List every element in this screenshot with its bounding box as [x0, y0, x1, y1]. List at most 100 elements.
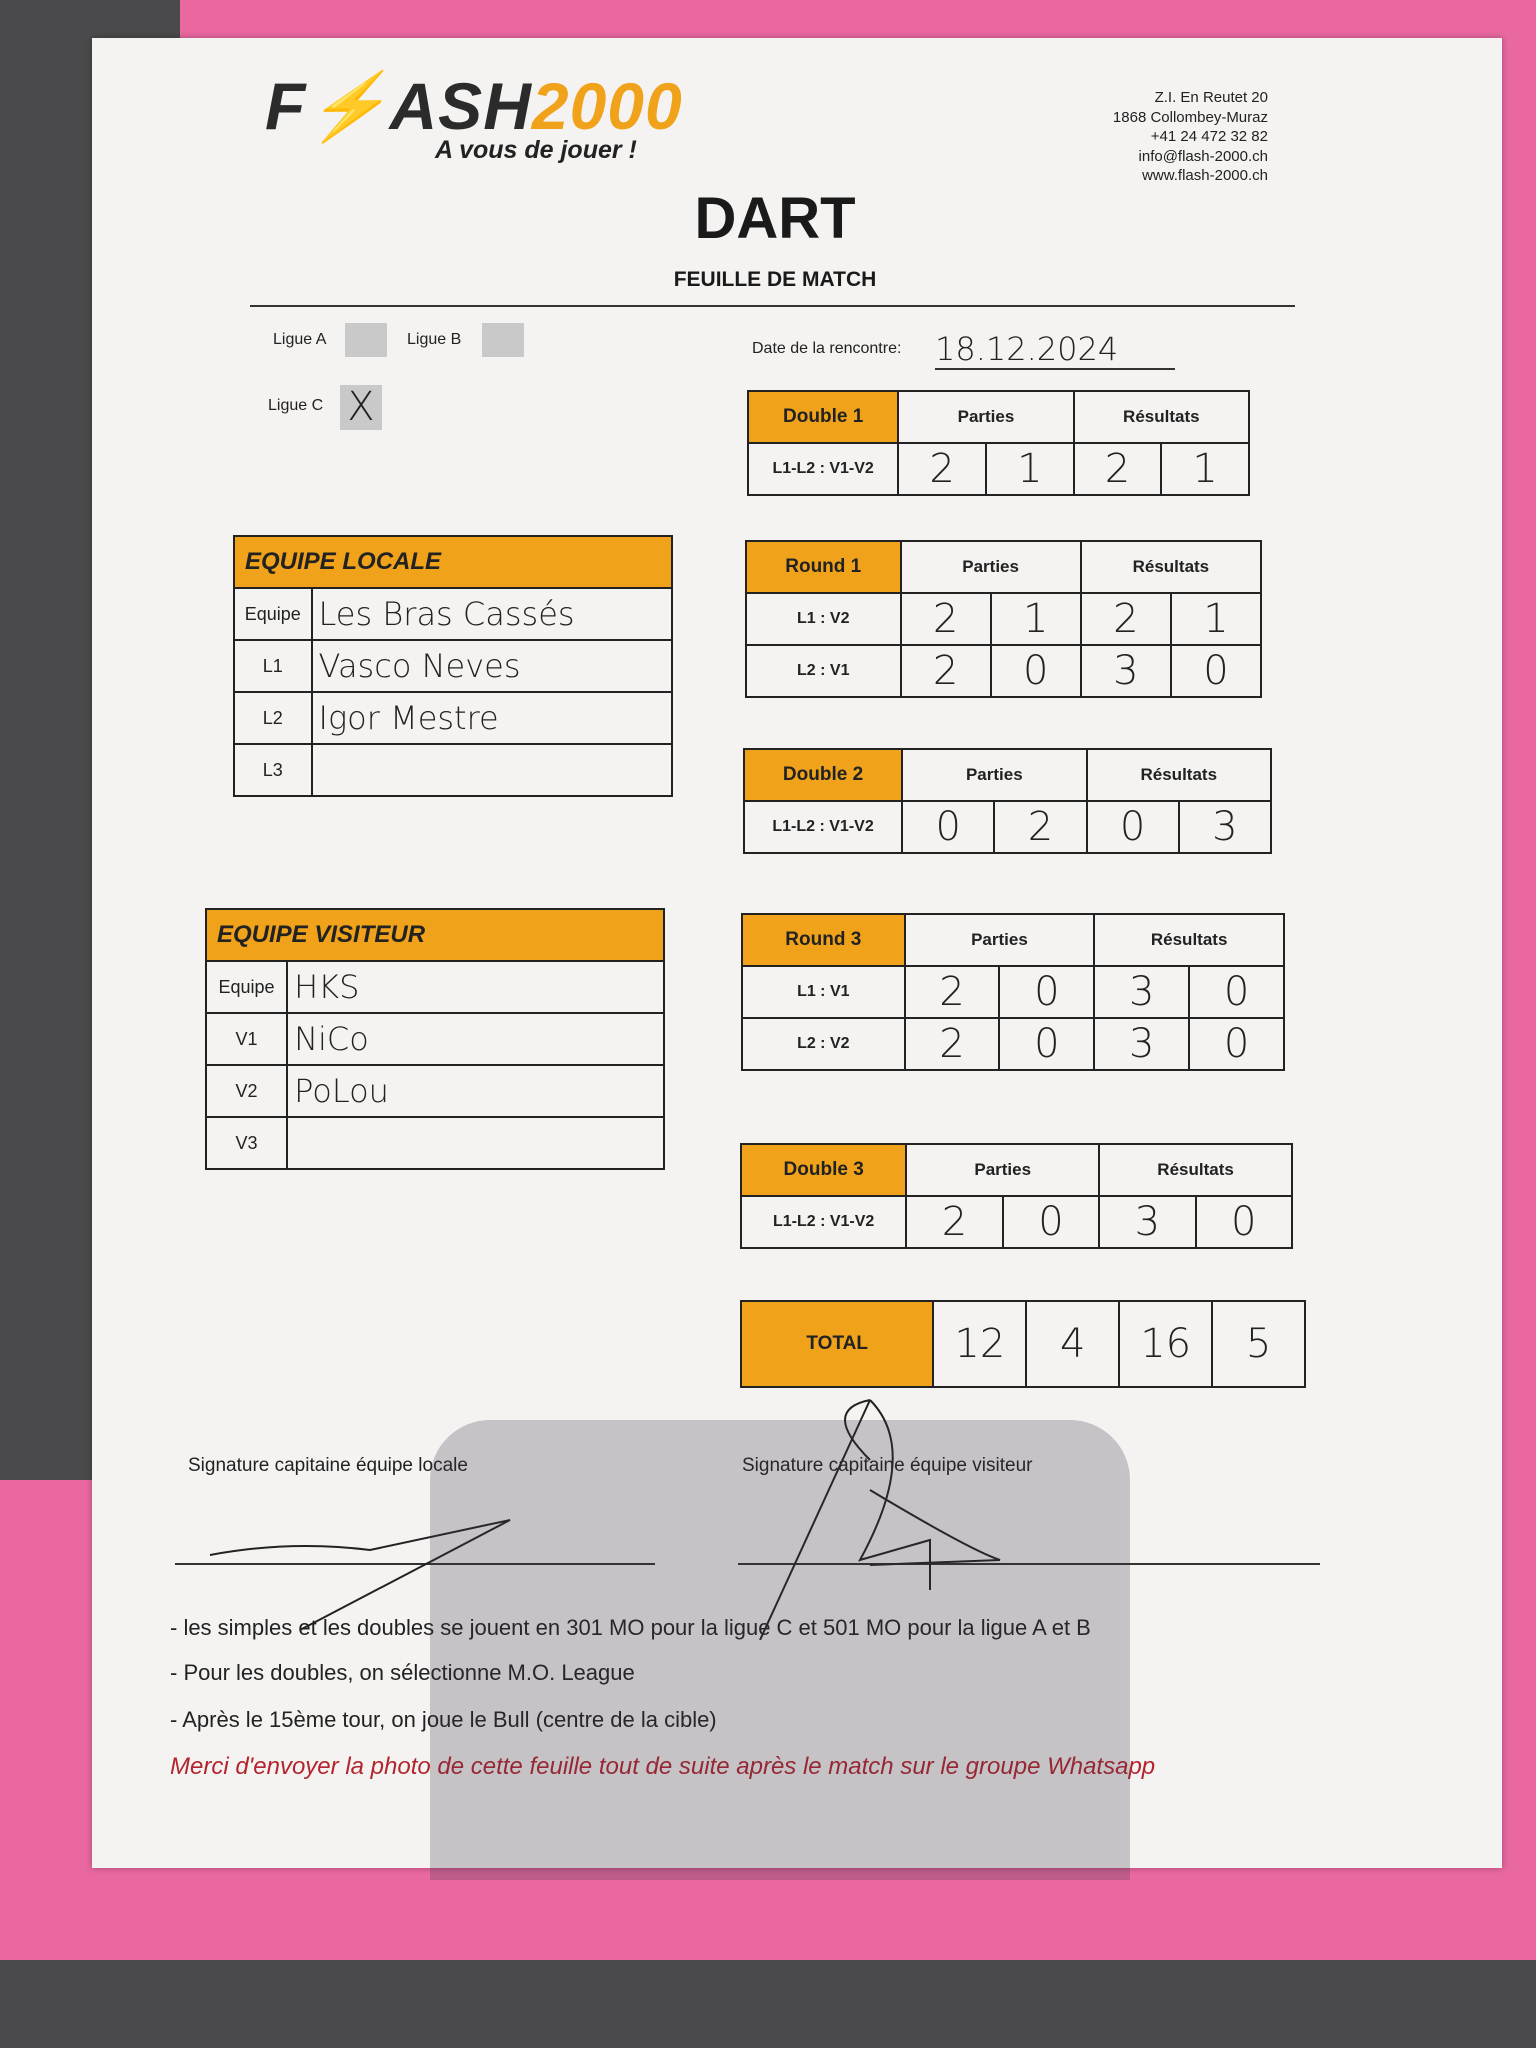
local-team-title: EQUIPE LOCALE	[233, 535, 673, 589]
player-l2[interactable]: Igor Mestre	[310, 691, 674, 745]
match-row: L1-L2 : V1-V2 2 0 3 0	[739, 1195, 1294, 1249]
phone: +41 24 472 32 82	[1150, 128, 1268, 145]
results-visitor[interactable]: 0	[1188, 965, 1285, 1019]
parties-header: Parties	[901, 748, 1088, 802]
total-results-local: 16	[1118, 1300, 1214, 1388]
results-local[interactable]: 3	[1079, 644, 1172, 698]
row-label: V2	[204, 1064, 289, 1118]
parties-visitor[interactable]: 1	[984, 442, 1075, 496]
match-row: L2 : V2 2 0 3 0	[741, 1017, 1285, 1071]
local-signature	[209, 1519, 511, 1631]
visitor-signature-label: Signature capitaine équipe visiteur	[742, 1455, 1033, 1476]
parties-visitor[interactable]: 0	[998, 965, 1096, 1019]
match-row: L1 : V2 2 1 2 1	[745, 592, 1263, 646]
parties-visitor[interactable]: 0	[998, 1017, 1096, 1071]
results-visitor[interactable]: 0	[1188, 1017, 1285, 1071]
tagline: A vous de jouer !	[435, 136, 637, 164]
visitor-team-title: EQUIPE VISITEUR	[205, 908, 665, 962]
match-table-double-1: Double 1 Parties Résultats L1-L2 : V1-V2 …	[746, 390, 1251, 496]
results-local[interactable]: 3	[1093, 965, 1191, 1019]
parties-visitor[interactable]: 1	[989, 592, 1082, 646]
divider	[250, 305, 1295, 307]
match-row: L1-L2 : V1-V2 2 1 2 1	[746, 442, 1250, 496]
row-label: Equipe	[233, 587, 313, 641]
resultats-header: Résultats	[1079, 540, 1263, 594]
results-visitor[interactable]: 1	[1169, 592, 1263, 646]
resultats-header: Résultats	[1072, 390, 1251, 444]
parties-header: Parties	[897, 390, 1075, 444]
match-title: Round 1	[745, 540, 902, 594]
pairing-label: L2 : V2	[741, 1017, 906, 1071]
page-title: DART	[694, 186, 856, 251]
results-local[interactable]: 2	[1079, 592, 1172, 646]
ligue-c-label: Ligue C	[268, 397, 324, 414]
footer-note: Merci d'envoyer la photo de cette feuill…	[170, 1753, 1156, 1780]
page-subtitle: FEUILLE DE MATCH	[673, 268, 877, 291]
parties-local[interactable]: 2	[903, 1017, 1001, 1071]
match-row: L2 : V1 2 0 3 0	[745, 644, 1263, 698]
team-name[interactable]: HKS	[286, 960, 665, 1014]
note-line: - Pour les doubles, on sélectionne M.O. …	[170, 1660, 635, 1685]
results-visitor[interactable]: 1	[1160, 442, 1250, 496]
results-local[interactable]: 0	[1085, 800, 1180, 854]
parties-visitor[interactable]: 2	[993, 800, 1088, 854]
parties-header: Parties	[903, 913, 1096, 967]
pairing-label: L1-L2 : V1-V2	[739, 1195, 908, 1249]
row-label: L1	[233, 639, 313, 693]
parties-local[interactable]: 2	[897, 442, 987, 496]
date-value[interactable]: 18.12.2024	[935, 330, 1175, 370]
parties-local[interactable]: 2	[903, 965, 1001, 1019]
player-v1[interactable]: NiCo	[286, 1012, 665, 1066]
match-title: Double 1	[746, 390, 900, 444]
row-label: Equipe	[204, 960, 289, 1014]
results-local[interactable]: 3	[1098, 1195, 1197, 1249]
signatures-drawing	[209, 1399, 1001, 1640]
website: www.flash-2000.ch	[1142, 167, 1268, 184]
parties-visitor[interactable]: 0	[1001, 1195, 1101, 1249]
results-local[interactable]: 3	[1093, 1017, 1191, 1071]
row-label: V1	[204, 1012, 289, 1066]
resultats-header: Résultats	[1085, 748, 1273, 802]
pairing-label: L2 : V1	[745, 644, 902, 698]
ligue-c-checkbox[interactable]: X	[340, 385, 382, 430]
total-label: TOTAL	[739, 1300, 935, 1388]
team-name[interactable]: Les Bras Cassés	[310, 587, 674, 641]
match-table-round-3: Round 3 Parties Résultats L1 : V1 2 0 3 0…	[741, 913, 1285, 1071]
parties-header: Parties	[905, 1143, 1101, 1197]
local-signature-line[interactable]	[175, 1563, 655, 1565]
results-local[interactable]: 2	[1072, 442, 1163, 496]
parties-local[interactable]: 2	[899, 644, 992, 698]
photo-shadow	[430, 1420, 1130, 1880]
note-line: - les simples et les doubles se jouent e…	[170, 1615, 1091, 1640]
total-results-visitor: 5	[1211, 1300, 1306, 1388]
match-title: Round 3	[741, 913, 906, 967]
parties-local[interactable]: 2	[905, 1195, 1004, 1249]
note-line: - Après le 15ème tour, on joue le Bull (…	[170, 1707, 717, 1732]
pairing-label: L1-L2 : V1-V2	[742, 800, 904, 854]
visitor-signature-line[interactable]	[738, 1563, 1320, 1565]
row-label: L3	[233, 743, 313, 797]
parties-visitor[interactable]: 0	[989, 644, 1082, 698]
results-visitor[interactable]: 0	[1169, 644, 1263, 698]
date-label: Date de la rencontre:	[752, 340, 902, 357]
total-parties-visitor: 4	[1025, 1300, 1121, 1388]
resultats-header: Résultats	[1098, 1143, 1293, 1197]
player-v3[interactable]	[286, 1116, 665, 1170]
player-l1[interactable]: Vasco Neves	[310, 639, 674, 693]
player-l3[interactable]	[310, 743, 674, 797]
player-v2[interactable]: PoLou	[286, 1064, 665, 1118]
parties-local[interactable]: 2	[899, 592, 992, 646]
parties-local[interactable]: 0	[901, 800, 996, 854]
visitor-team-table: EQUIPE VISITEUR Equipe HKS V1 NiCo V2 PoLou…	[204, 908, 665, 1170]
pairing-label: L1-L2 : V1-V2	[746, 442, 900, 496]
total-parties-local: 12	[932, 1300, 1028, 1388]
pairing-label: L1 : V1	[741, 965, 906, 1019]
results-visitor[interactable]: 3	[1177, 800, 1273, 854]
match-table-round-1: Round 1 Parties Résultats L1 : V2 2 1 2 1…	[745, 540, 1263, 698]
resultats-header: Résultats	[1093, 913, 1285, 967]
results-visitor[interactable]: 0	[1194, 1195, 1294, 1249]
pairing-label: L1 : V2	[745, 592, 902, 646]
ligue-a-checkbox[interactable]	[345, 323, 387, 357]
parties-header: Parties	[899, 540, 1082, 594]
ligue-b-checkbox[interactable]	[482, 323, 524, 357]
